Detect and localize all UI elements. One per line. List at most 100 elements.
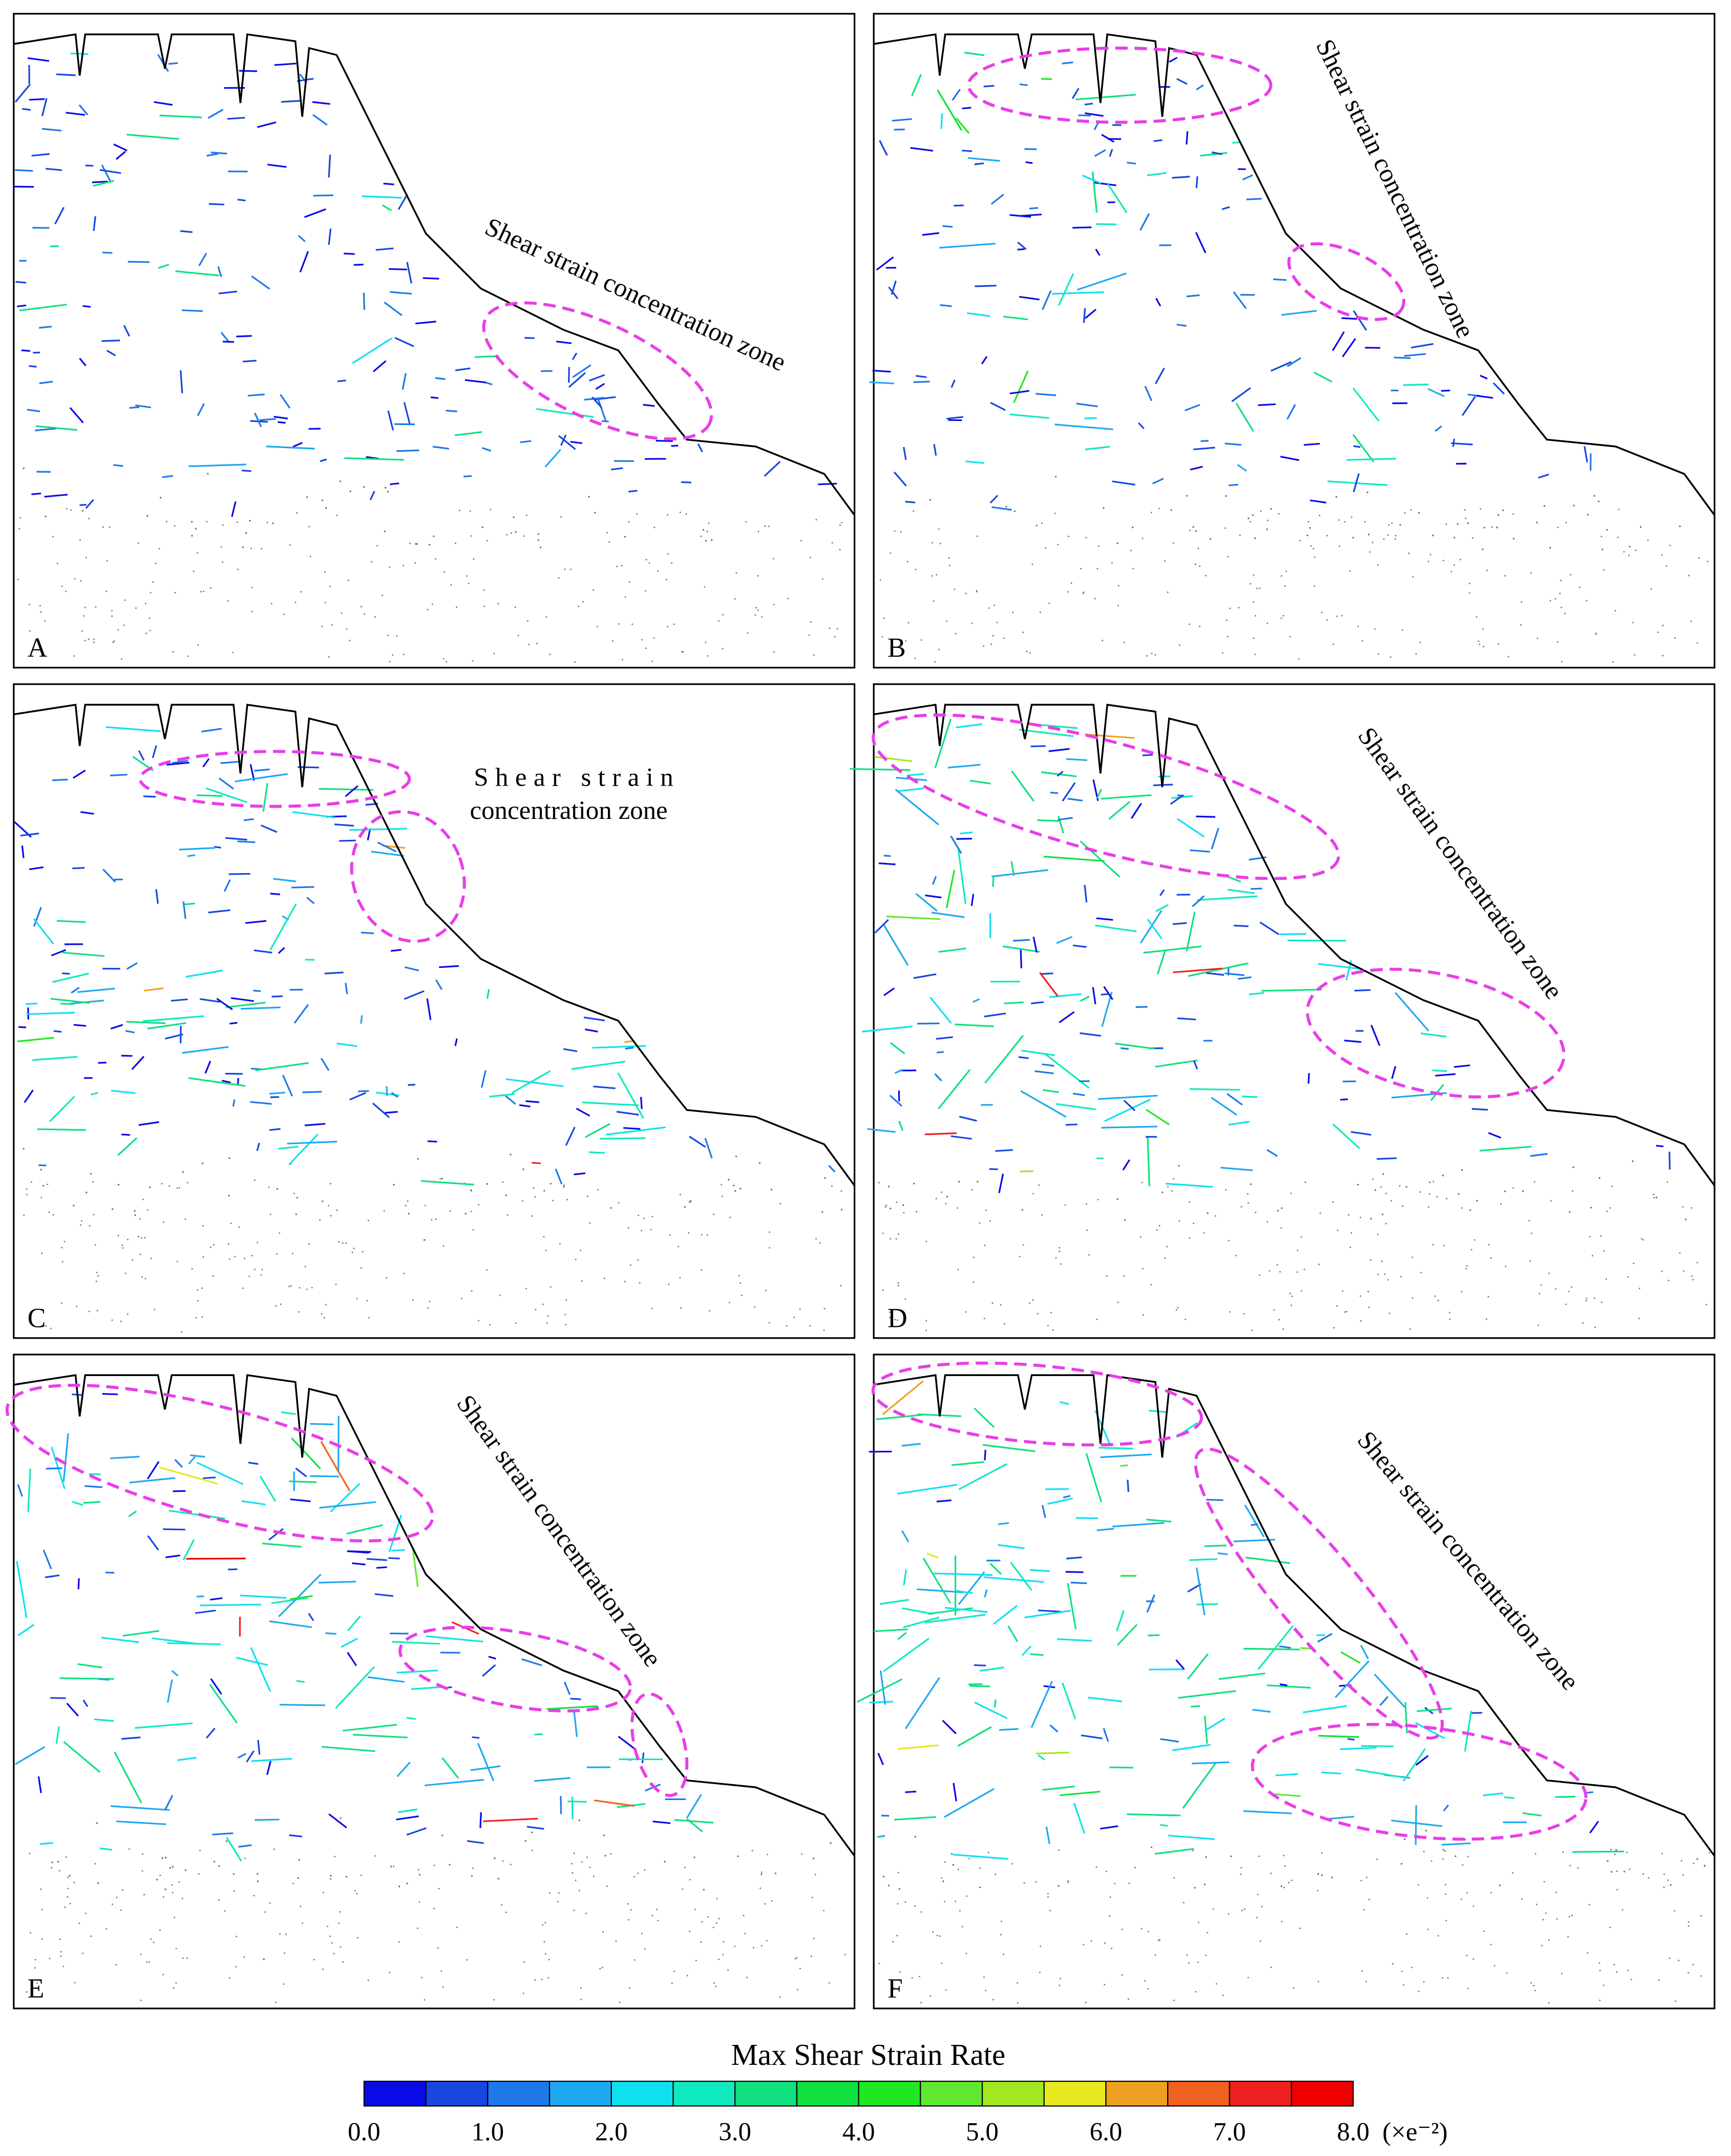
particle (1640, 1238, 1642, 1240)
particle (889, 1317, 891, 1319)
particle (1572, 1190, 1574, 1192)
strain-vector (924, 1614, 986, 1623)
particle (1548, 1939, 1550, 1941)
particle (702, 529, 705, 531)
strain-vector (1476, 395, 1493, 399)
particle (1491, 526, 1493, 528)
particle (186, 1957, 188, 1959)
strain-vector (308, 1613, 314, 1621)
particle (934, 661, 936, 663)
strain-vector (1237, 976, 1252, 980)
particle (1164, 1257, 1166, 1259)
particle (1466, 1954, 1468, 1956)
strain-vector (1352, 434, 1375, 462)
particle (1482, 628, 1484, 630)
strain-vector (955, 1590, 973, 1594)
strain-vector (412, 1547, 419, 1587)
particle (1700, 1915, 1702, 1917)
particle (1693, 1863, 1695, 1865)
particle (93, 641, 95, 643)
strain-vector (361, 932, 374, 935)
particle (564, 568, 566, 570)
particle (995, 1873, 997, 1875)
strain-vector (1341, 317, 1358, 320)
particle (994, 604, 996, 606)
particle (961, 1926, 963, 1928)
strain-vector (435, 979, 443, 990)
strain-vector (223, 879, 231, 892)
particle (1086, 1203, 1088, 1205)
particle (740, 1188, 742, 1190)
particle (708, 522, 710, 524)
particle (1106, 1275, 1108, 1277)
particle (1445, 1893, 1447, 1895)
strain-vector (970, 894, 975, 906)
particle (641, 639, 643, 641)
particle (718, 1958, 720, 1960)
strain-vector (1091, 172, 1098, 213)
particle (1003, 1953, 1005, 1955)
particle (174, 525, 176, 527)
particle (41, 1909, 43, 1911)
particle (1297, 1250, 1299, 1252)
strain-vector (214, 846, 221, 849)
particle (1277, 1210, 1279, 1212)
strain-vector (114, 1751, 142, 1804)
particle (1199, 565, 1201, 567)
particle (1688, 575, 1690, 577)
particle (1588, 1904, 1590, 1906)
strain-vector (1130, 802, 1142, 819)
strain-vector (126, 1021, 166, 1024)
particle (1162, 1191, 1164, 1193)
particle (879, 579, 881, 581)
particle (120, 658, 122, 660)
particle (1096, 567, 1099, 569)
strain-vector (1121, 1047, 1129, 1050)
particle (141, 1853, 143, 1855)
particle (734, 1190, 736, 1192)
strain-vector (925, 894, 942, 899)
strain-vector (891, 280, 897, 295)
strain-vector (105, 726, 161, 732)
particle (1400, 1276, 1402, 1278)
strain-vector (397, 194, 408, 210)
strain-vector (901, 1443, 921, 1447)
particle (636, 513, 638, 515)
particle (351, 1252, 353, 1254)
strain-vector (1101, 1126, 1157, 1129)
strain-vector (1041, 1505, 1046, 1518)
strain-vector (85, 164, 94, 167)
particle (174, 591, 176, 594)
particle (1123, 1275, 1125, 1277)
particle (1170, 509, 1172, 511)
particle (716, 1897, 718, 1899)
particle (308, 525, 310, 527)
strain-vector (1332, 1123, 1360, 1149)
strain-vector (1063, 1495, 1071, 1498)
particle (1521, 601, 1523, 603)
particle (1444, 1850, 1446, 1852)
particle (186, 1181, 188, 1183)
particle (34, 1959, 36, 1961)
strain-vector (102, 869, 116, 883)
particle (96, 1272, 98, 1274)
strain-vector (576, 1108, 590, 1117)
particle (523, 1961, 525, 1963)
particle (1384, 1273, 1386, 1275)
strain-vector (1257, 1625, 1294, 1670)
particle (336, 1209, 338, 1211)
strain-vector (1044, 1053, 1090, 1089)
strain-vector (686, 1818, 703, 1832)
particle (973, 1256, 975, 1258)
particle (449, 1864, 451, 1866)
particle (941, 1191, 942, 1193)
particle (1627, 1276, 1629, 1278)
strain-vector (1171, 795, 1193, 799)
particle (627, 1903, 629, 1905)
particle (159, 1929, 161, 1931)
particle (757, 575, 759, 577)
strain-vector (69, 407, 84, 424)
particle (1609, 1926, 1611, 1928)
strain-vector (1035, 1070, 1054, 1074)
particle (1251, 1329, 1253, 1331)
